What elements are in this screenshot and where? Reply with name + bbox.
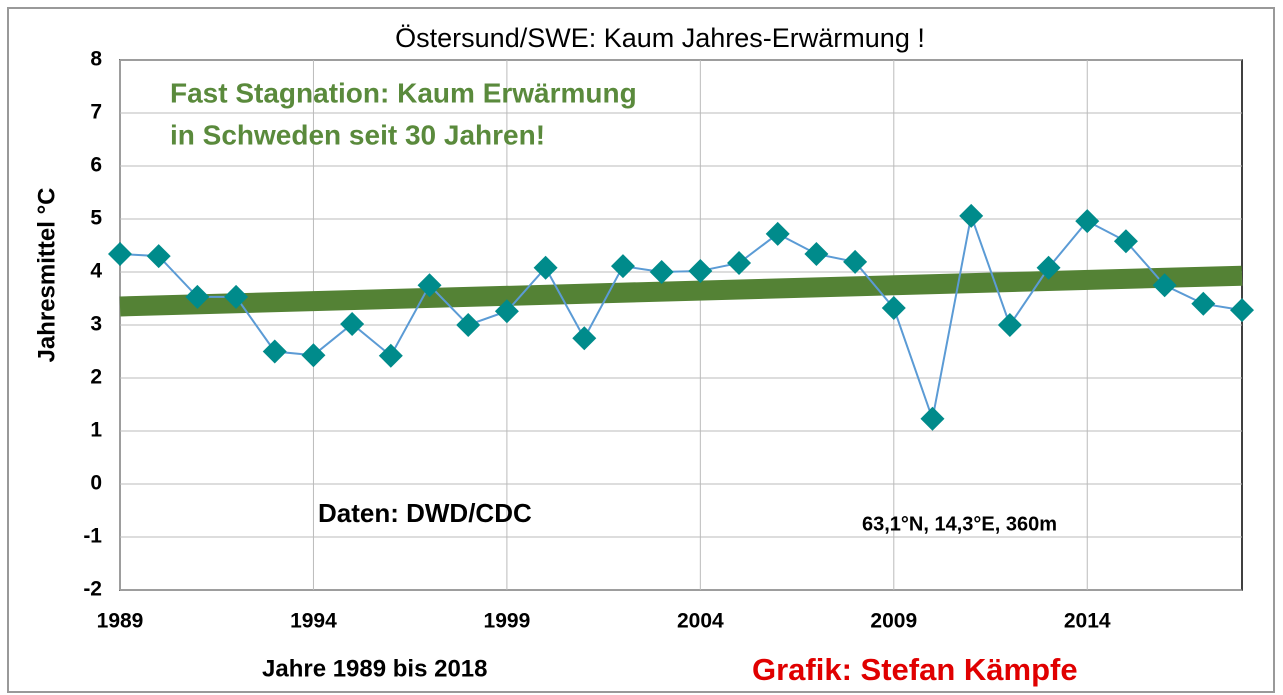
y-tick-label: 1 (90, 419, 102, 442)
chart-title: Östersund/SWE: Kaum Jahres-Erwärmung ! (395, 23, 925, 53)
data-point (920, 406, 945, 431)
x-axis-label: Jahre 1989 bis 2018 (262, 655, 488, 682)
annotation: Fast Stagnation: Kaum Erwärmung (170, 77, 637, 108)
data-point (340, 311, 365, 336)
data-point (765, 221, 790, 246)
data-point (185, 284, 210, 309)
data-point (494, 299, 519, 324)
y-tick-label: 3 (90, 313, 102, 336)
annotation: Grafik: Stefan Kämpfe (752, 652, 1078, 687)
data-point (146, 244, 171, 269)
data-point (649, 260, 674, 284)
x-tick-label: 1989 (97, 610, 144, 633)
x-tick-label: 2014 (1064, 610, 1111, 633)
x-tick-label: 1999 (484, 610, 531, 633)
y-tick-label: -1 (83, 525, 102, 548)
y-tick-label: 6 (90, 154, 102, 177)
data-point (727, 250, 752, 275)
data-point (997, 313, 1022, 337)
data-point (378, 343, 403, 368)
data-point (881, 296, 906, 321)
trend-line (119, 265, 1243, 317)
data-point (1113, 229, 1138, 254)
y-tick-label: 4 (90, 260, 102, 283)
data-point (108, 241, 132, 266)
y-tick-label: 8 (90, 48, 102, 71)
annotation: Daten: DWD/CDC (318, 498, 532, 528)
data-point (959, 203, 984, 228)
y-tick-label: 5 (90, 207, 102, 230)
x-tick-label: 2004 (677, 610, 724, 633)
data-point (456, 313, 481, 337)
data-point (262, 339, 287, 364)
data-point (1075, 209, 1100, 234)
data-point (533, 255, 558, 280)
data-point (843, 249, 868, 274)
y-tick-label: 7 (90, 101, 102, 124)
y-tick-label: 0 (90, 472, 102, 495)
data-point (688, 258, 713, 283)
y-tick-label: 2 (90, 366, 102, 389)
y-tick-label: -2 (83, 578, 102, 601)
data-point (1191, 291, 1216, 316)
data-point (301, 343, 326, 368)
data-point (1036, 255, 1061, 280)
annotation: in Schweden seit 30 Jahren! (170, 119, 545, 150)
data-point (1152, 273, 1177, 298)
x-tick-label: 1994 (290, 610, 337, 633)
data-point (610, 254, 635, 279)
data-point (572, 326, 597, 351)
data-point (224, 284, 249, 309)
data-point (1230, 298, 1254, 323)
data-point (804, 241, 829, 266)
y-axis-label: Jahresmittel °C (33, 188, 60, 363)
annotation: 63,1°N, 14,3°E, 360m (862, 513, 1057, 535)
data-point (417, 273, 442, 298)
x-tick-label: 2009 (870, 610, 917, 633)
